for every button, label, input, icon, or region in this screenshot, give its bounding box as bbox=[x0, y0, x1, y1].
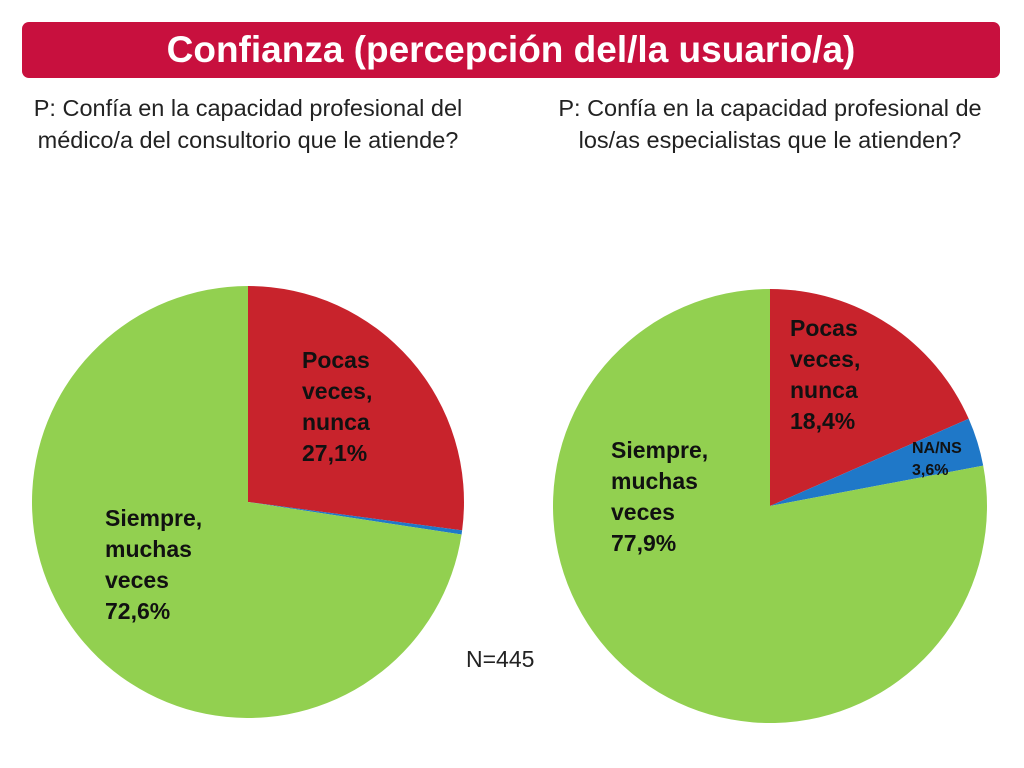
sample-size-label: N=445 bbox=[466, 646, 535, 672]
page-title: Confianza (percepción del/la usuario/a) bbox=[166, 29, 856, 70]
pie-2-slice-1 bbox=[770, 289, 969, 506]
title-banner: Confianza (percepción del/la usuario/a) bbox=[22, 22, 1000, 78]
pie-1-slice-3 bbox=[32, 286, 462, 718]
pie-2-slice-2 bbox=[770, 418, 984, 506]
pie-1-label-3: Siempre, muchas veces 72,6% bbox=[105, 505, 202, 624]
question-right: P: Confía en la capacidad profesional de… bbox=[558, 95, 982, 153]
pie-2-label-3: Siempre, muchas veces 77,9% bbox=[611, 437, 708, 556]
pie-1-slice-2 bbox=[248, 502, 463, 535]
pie-1-slice-1 bbox=[248, 286, 464, 531]
pie-2-label-2: NA/NS 3,6% bbox=[912, 440, 962, 479]
pie-1-label-1: Pocas veces, nunca 27,1% bbox=[302, 347, 372, 466]
pie-2-slice-3 bbox=[552, 289, 987, 723]
pie-2-label-1: Pocas veces, nunca 18,4% bbox=[790, 315, 860, 434]
question-left: P: Confía en la capacidad profesional de… bbox=[33, 95, 463, 153]
